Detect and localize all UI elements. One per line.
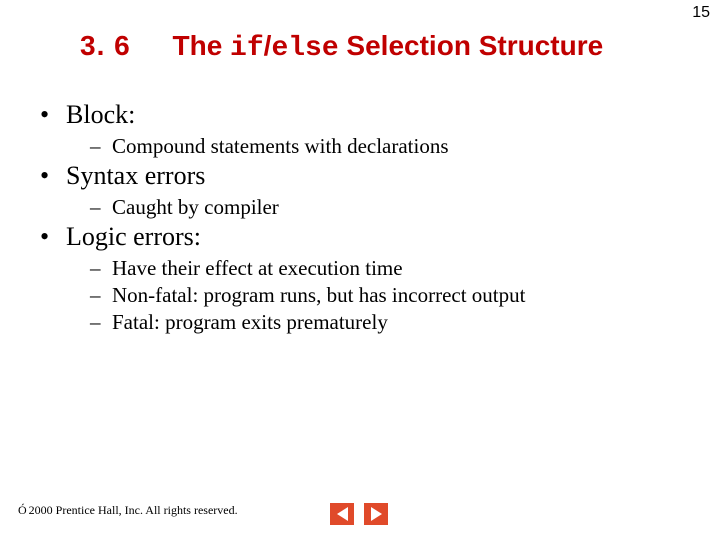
heading-prefix: The [172, 30, 230, 61]
bullet-text: Logic errors: [66, 222, 201, 251]
slide-heading: 3. 6 The if/else Selection Structure [0, 30, 720, 64]
copyright-footer: Ó 2000 Prentice Hall, Inc. All rights re… [18, 503, 238, 518]
heading-code-if: if [230, 33, 264, 64]
bullet-text: Non-fatal: program runs, but has incorre… [112, 283, 525, 307]
dash-icon: – [90, 256, 112, 281]
bullet-dot-icon: • [40, 222, 66, 252]
slide-body: •Block: –Compound statements with declar… [40, 100, 690, 337]
bullet-text: Block: [66, 100, 135, 129]
page-number: 15 [692, 4, 710, 22]
dash-icon: – [90, 134, 112, 159]
bullet-level1: •Logic errors: [40, 222, 690, 252]
triangle-left-icon [337, 507, 348, 521]
bullet-text: Caught by compiler [112, 195, 279, 219]
dash-icon: – [90, 283, 112, 308]
copyright-text: 2000 Prentice Hall, Inc. All rights rese… [29, 503, 238, 518]
prev-button[interactable] [330, 503, 354, 525]
bullet-text: Have their effect at execution time [112, 256, 403, 280]
heading-suffix: Selection Structure [339, 30, 604, 61]
bullet-dot-icon: • [40, 161, 66, 191]
bullet-level1: •Block: [40, 100, 690, 130]
bullet-text: Compound statements with declarations [112, 134, 449, 158]
bullet-level1: •Syntax errors [40, 161, 690, 191]
next-button[interactable] [364, 503, 388, 525]
heading-code-else: else [271, 33, 338, 64]
bullet-dot-icon: • [40, 100, 66, 130]
dash-icon: – [90, 195, 112, 220]
slide: 15 3. 6 The if/else Selection Structure … [0, 0, 720, 540]
nav-controls [330, 503, 388, 525]
triangle-right-icon [371, 507, 382, 521]
section-number: 3. 6 [80, 30, 165, 61]
bullet-text: Syntax errors [66, 161, 205, 190]
bullet-level2: –Non-fatal: program runs, but has incorr… [90, 283, 690, 308]
bullet-level2: –Compound statements with declarations [90, 134, 690, 159]
bullet-level2: –Have their effect at execution time [90, 256, 690, 281]
bullet-level2: –Fatal: program exits prematurely [90, 310, 690, 335]
dash-icon: – [90, 310, 112, 335]
copyright-symbol: Ó [18, 503, 27, 518]
bullet-text: Fatal: program exits prematurely [112, 310, 388, 334]
bullet-level2: –Caught by compiler [90, 195, 690, 220]
